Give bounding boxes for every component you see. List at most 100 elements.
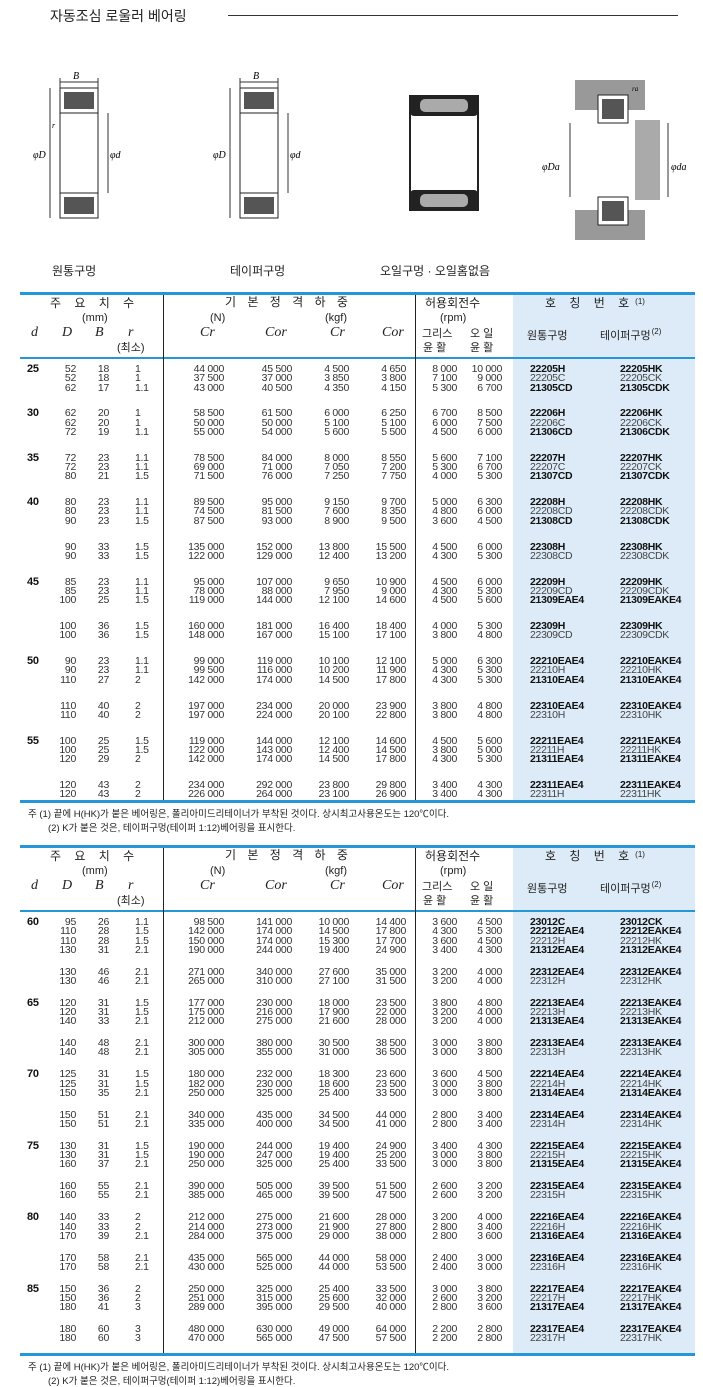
cell-Cor: 315 000 [256, 1292, 292, 1305]
cell-Cr: 135 000 [188, 540, 224, 553]
cell-o: 4 000 [477, 974, 502, 987]
header-speed: 허용회전수 [425, 849, 481, 863]
cell-r: 3 [135, 1332, 141, 1345]
bore-diameter: 60 [27, 916, 39, 928]
cell-g: 3 200 [432, 1006, 457, 1019]
cell-D: 120 [59, 788, 76, 801]
cell-Cr: 182 000 [188, 1077, 224, 1090]
cell-B: 31 [97, 1149, 109, 1162]
cell-Crk: 5 100 [324, 416, 349, 429]
cell-g: 3 200 [432, 965, 457, 978]
cell-Crk: 12 400 [318, 549, 350, 562]
row-group: 130 46 2.1 271 000 340 000 27 600 35 000 3 200 4… [20, 965, 695, 987]
cell-D: 95 [64, 916, 76, 928]
designation-cylindrical: 22212EAE4 [530, 925, 584, 938]
cell-Cork: 14 600 [375, 594, 407, 607]
cell-D: 125 [59, 1077, 76, 1090]
cell-Crk: 7 600 [324, 505, 349, 518]
cell-r: 2 [135, 1211, 141, 1224]
designation-tapered: 22313HK [620, 1046, 662, 1059]
designation-cylindrical: 22216H [530, 1220, 565, 1233]
cell-B: 23 [97, 664, 109, 677]
caption-tapered-bore: 테이퍼구멍 [230, 264, 286, 278]
bore-diameter: 75 [27, 1139, 39, 1152]
cell-B: 19 [97, 425, 109, 438]
cell-Cork: 41 000 [375, 1117, 407, 1130]
cell-B: 37 [97, 1158, 109, 1171]
cell-Cr: 265 000 [188, 974, 224, 987]
header-taper: 테이퍼구멍 [600, 883, 651, 895]
cell-D: 90 [64, 549, 76, 562]
cell-Cor: 325 000 [256, 1282, 292, 1295]
header-grease1: 그리스 [422, 881, 453, 893]
header-N: (N) [210, 312, 226, 324]
cell-r: 2 [135, 673, 141, 686]
cell-r: 1.5 [135, 514, 149, 527]
cell-g: 3 800 [432, 743, 457, 756]
cell-o: 3 800 [477, 1158, 502, 1171]
designation-cylindrical: 22213EAE4 [530, 996, 584, 1009]
designation-cylindrical: 22217H [530, 1292, 565, 1305]
designation-tapered: 22212EAKE4 [620, 925, 682, 938]
table-bottom-rule [20, 1353, 695, 1356]
cell-B: 31 [97, 996, 109, 1009]
cell-g: 2 600 [432, 1189, 457, 1202]
designation-cylindrical: 22208H [530, 496, 565, 509]
cell-Cork: 23 600 [375, 1068, 407, 1081]
table-row: 90 33 1.5 135 000 152 000 13 800 15 500 4 500 6 … [20, 540, 695, 553]
cell-B: 31 [97, 943, 109, 956]
cell-Cr: 251 000 [188, 1292, 224, 1305]
row-group: 170 58 2.1 435 000 565 000 44 000 58 000 2 400 3… [20, 1252, 695, 1273]
designation-cylindrical: 22311EAE4 [530, 779, 584, 792]
cell-o: 4 800 [477, 708, 502, 721]
cell-r: 1.5 [135, 1068, 149, 1081]
table-row: 140 33 2.1 212 000 275 000 21 600 28 000 3 200 4… [20, 1016, 695, 1027]
footnote-2: (2) K가 붙은 것은, 테이퍼구멍(테이퍼 1:12)베어링을 표시한다. [48, 1376, 296, 1387]
table-row: 62 20 1 50 000 50 000 5 100 5 100 6 000 7 500 222… [20, 416, 695, 429]
header-cyl: 원통구멍 [527, 330, 568, 342]
cell-Crk: 25 600 [318, 1292, 350, 1305]
cell-B: 23 [97, 584, 109, 597]
designation-cylindrical: 22309H [530, 620, 565, 633]
cylindrical-bore-bearing-diagram: B φD φd r [33, 71, 122, 219]
cell-r: 1.1 [135, 425, 149, 438]
cell-B: 51 [97, 1117, 109, 1130]
designation-cylindrical: 22212H [530, 934, 565, 947]
cell-D: 130 [59, 943, 76, 956]
cell-D: 100 [59, 594, 76, 607]
cell-Cr: 250 000 [188, 1158, 224, 1171]
cell-Cor: 435 000 [256, 1108, 292, 1121]
header-grease2: 윤 활 [423, 895, 447, 907]
cell-o: 3 000 [477, 1260, 502, 1273]
header-Cr: Cr [330, 878, 345, 893]
cell-D: 170 [59, 1260, 76, 1273]
table-row: 125 31 1.5 182 000 230 000 18 600 23 500 3 000 3… [20, 1077, 695, 1090]
designation-cylindrical: 22317H [530, 1332, 565, 1345]
column-divider [163, 848, 164, 1353]
header-load: 기 본 정 격 하 중 [225, 848, 352, 862]
cell-D: 52 [64, 372, 76, 385]
cell-r: 1.1 [135, 505, 149, 518]
cell-Cork: 8 550 [381, 451, 406, 464]
table-row: 180 41 3 289 000 395 000 29 500 40 000 2 800 3 6… [20, 1302, 695, 1313]
cell-D: 62 [64, 381, 76, 394]
header-kgf: (kgf) [325, 312, 347, 324]
cell-Cr: 430 000 [188, 1260, 224, 1273]
cell-B: 18 [97, 372, 109, 385]
cell-g: 4 300 [432, 584, 457, 597]
cell-Cor: 84 000 [261, 451, 293, 464]
cell-r: 2 [135, 1282, 141, 1295]
cell-o: 5 300 [477, 664, 502, 677]
cell-B: 58 [97, 1260, 109, 1273]
cell-r: 1.1 [135, 496, 149, 509]
cell-Crk: 10 100 [318, 655, 350, 668]
table-row: 80 140 33 2 212 000 275 000 21 600 28 000 3 200 4… [20, 1211, 695, 1224]
row-group: 55 100 25 1.5 119 000 144 000 12 100 14 600 4 50… [20, 735, 695, 765]
table-row: 130 31 1.5 190 000 247 000 19 400 25 200 3 000 3… [20, 1149, 695, 1162]
cell-r: 1.1 [135, 451, 149, 464]
cell-Cor: 325 000 [256, 1158, 292, 1171]
designation-tapered: 21316EAKE4 [620, 1229, 682, 1242]
table-row: 120 29 2 142 000 174 000 14 500 17 800 4 300 5 3… [20, 754, 695, 765]
designation-cylindrical: 22311H [530, 788, 565, 801]
table-row: 170 58 2.1 430 000 525 000 44 000 53 500 2 400 3… [20, 1260, 695, 1273]
